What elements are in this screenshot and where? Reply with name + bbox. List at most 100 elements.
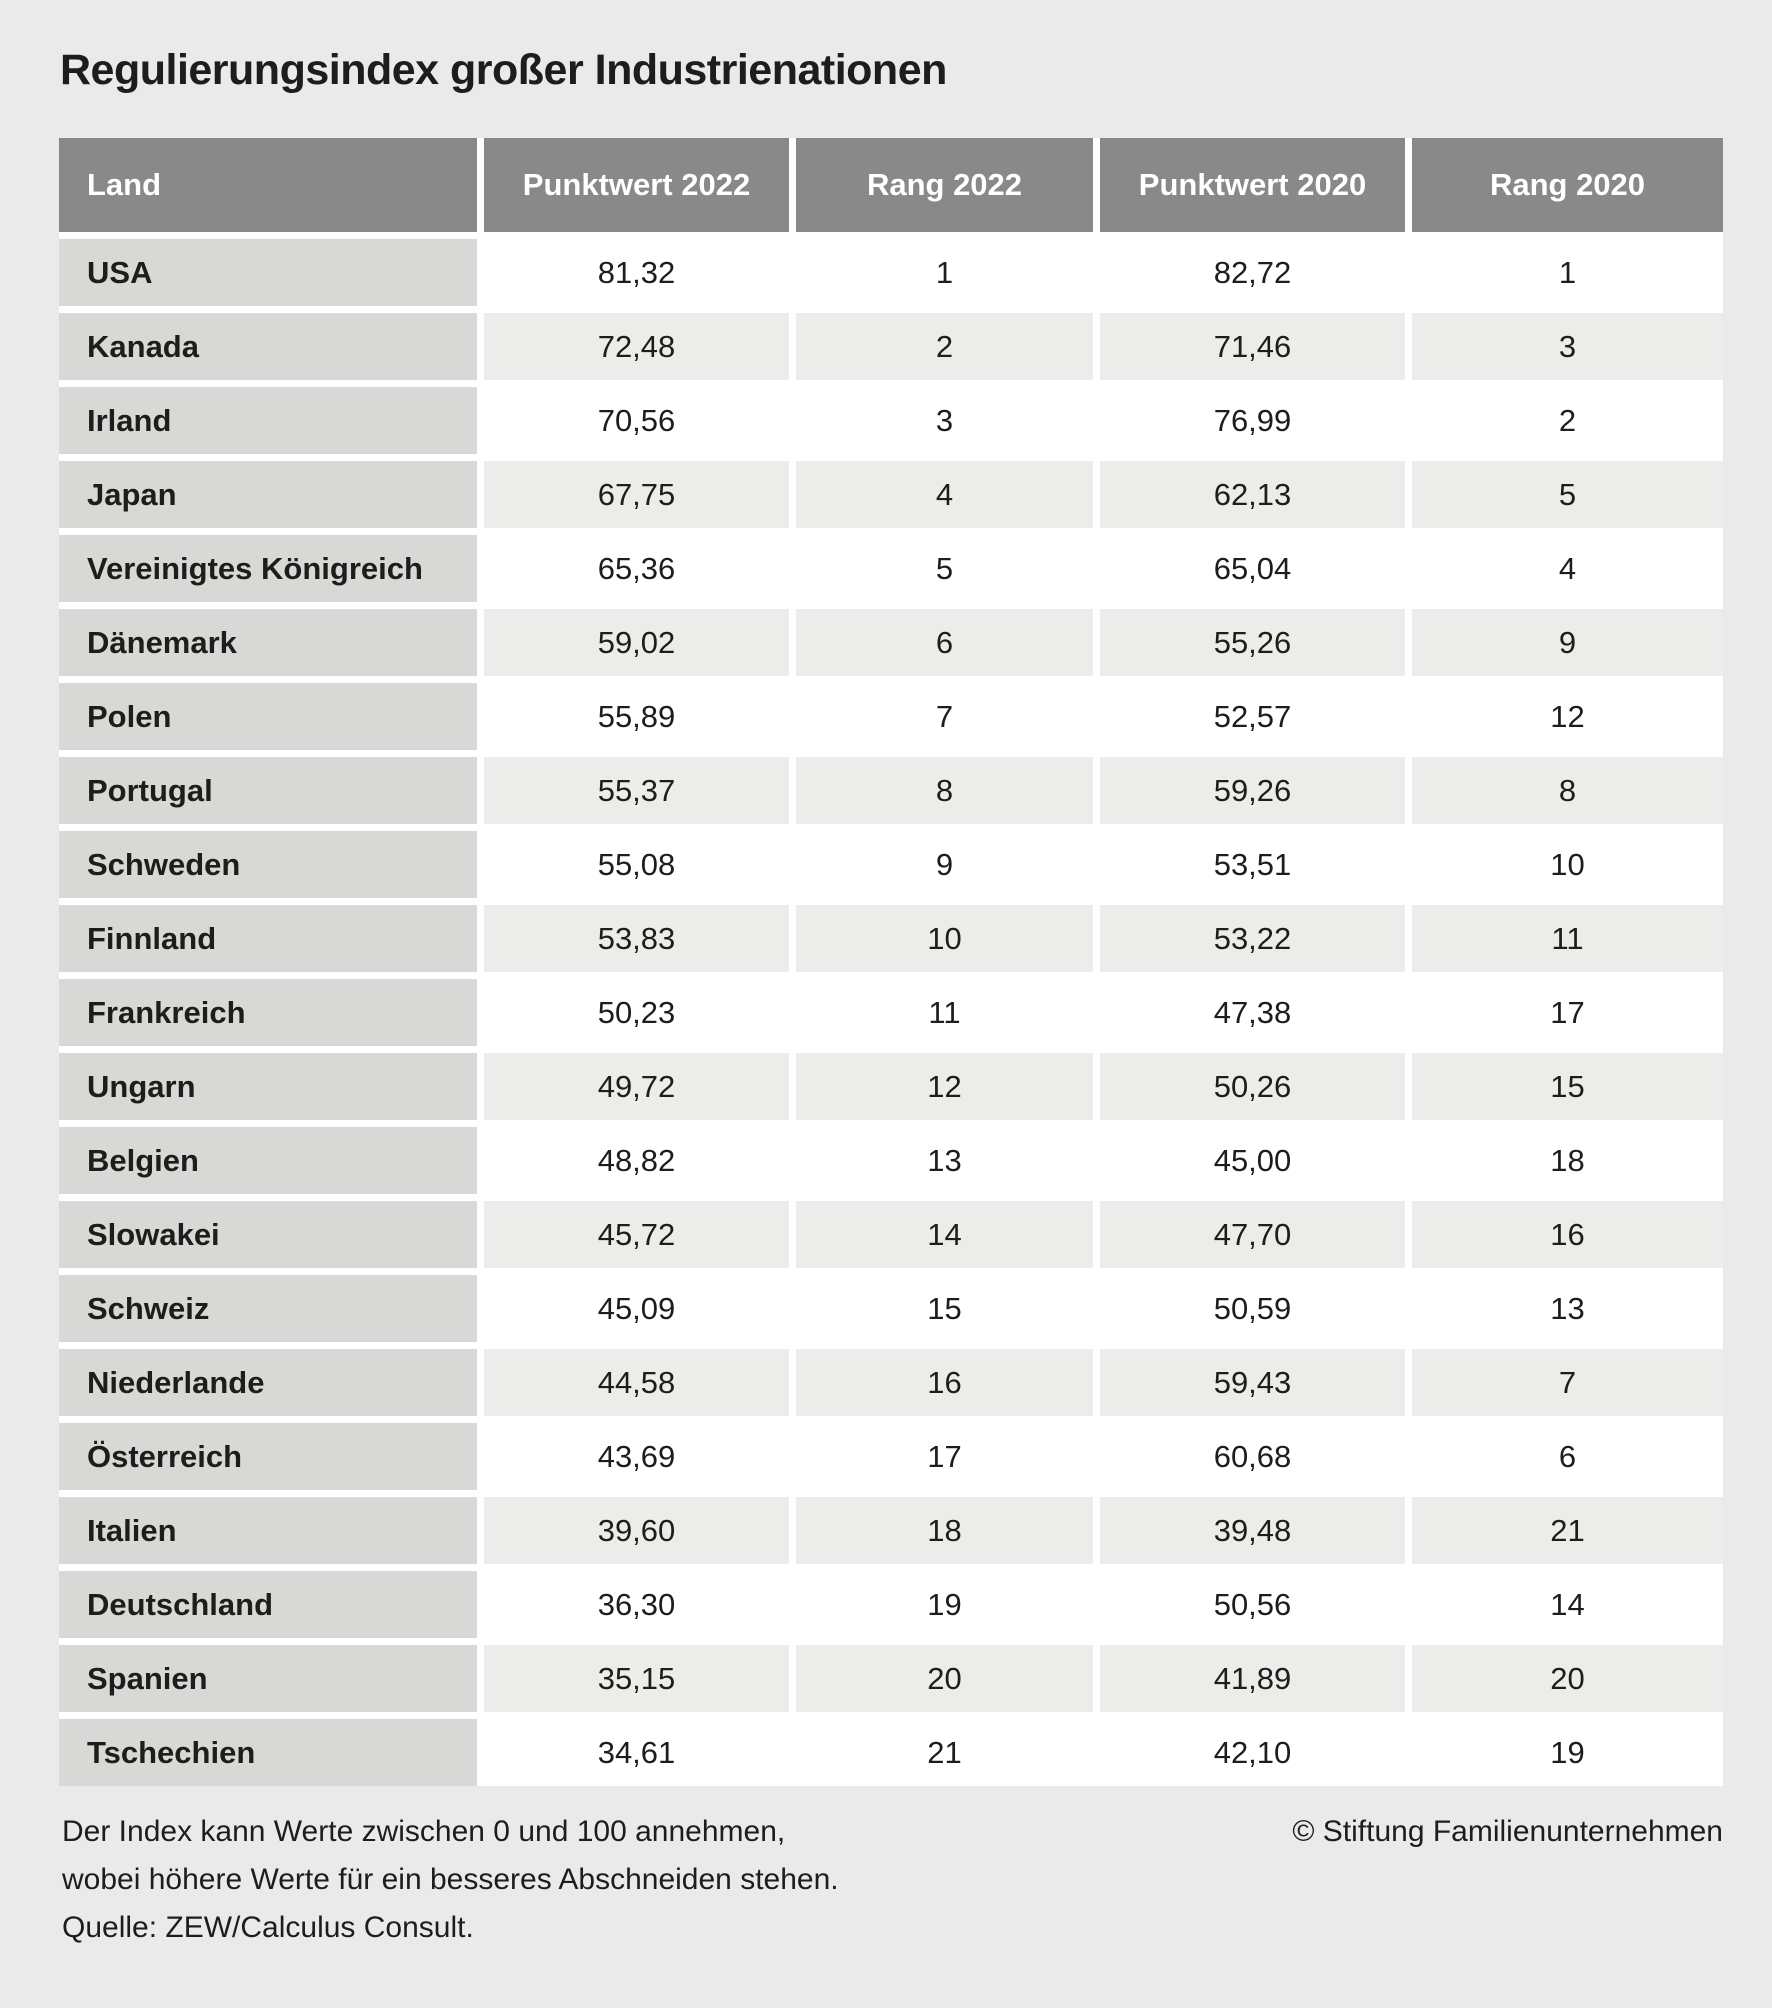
punktwert-2022-cell: 50,23 bbox=[484, 979, 796, 1053]
rang-2022-cell: 4 bbox=[796, 461, 1100, 535]
country-cell: Niederlande bbox=[59, 1349, 484, 1423]
table-row: Japan 67,75 4 62,13 5 bbox=[59, 461, 1723, 535]
rang-2020-cell: 17 bbox=[1412, 979, 1723, 1053]
rang-2020-cell: 21 bbox=[1412, 1497, 1723, 1571]
rang-2020-cell: 13 bbox=[1412, 1275, 1723, 1349]
rang-2022-cell: 6 bbox=[796, 609, 1100, 683]
punktwert-2022-cell: 53,83 bbox=[484, 905, 796, 979]
rang-2022-cell: 20 bbox=[796, 1645, 1100, 1719]
rang-2020-cell: 18 bbox=[1412, 1127, 1723, 1201]
column-header-land: Land bbox=[59, 138, 484, 239]
table-row: Kanada 72,48 2 71,46 3 bbox=[59, 313, 1723, 387]
copyright: © Stiftung Familienunternehmen bbox=[1292, 1815, 1723, 1848]
punktwert-2022-cell: 48,82 bbox=[484, 1127, 796, 1201]
table-row: Niederlande 44,58 16 59,43 7 bbox=[59, 1349, 1723, 1423]
punktwert-2020-cell: 50,26 bbox=[1100, 1053, 1412, 1127]
table-row: Schweiz 45,09 15 50,59 13 bbox=[59, 1275, 1723, 1349]
footnote-source: Quelle: ZEW/Calculus Consult. bbox=[62, 1911, 474, 1944]
rang-2022-cell: 1 bbox=[796, 239, 1100, 313]
header-row: Land Punktwert 2022 Rang 2022 Punktwert … bbox=[59, 138, 1723, 239]
country-cell: Vereinigtes Königreich bbox=[59, 535, 484, 609]
rang-2022-cell: 10 bbox=[796, 905, 1100, 979]
rang-2020-cell: 16 bbox=[1412, 1201, 1723, 1275]
rang-2022-cell: 13 bbox=[796, 1127, 1100, 1201]
table-row: Portugal 55,37 8 59,26 8 bbox=[59, 757, 1723, 831]
country-cell: Deutschland bbox=[59, 1571, 484, 1645]
rang-2020-cell: 9 bbox=[1412, 609, 1723, 683]
country-cell: Tschechien bbox=[59, 1719, 484, 1786]
punktwert-2022-cell: 55,08 bbox=[484, 831, 796, 905]
punktwert-2020-cell: 59,26 bbox=[1100, 757, 1412, 831]
punktwert-2020-cell: 62,13 bbox=[1100, 461, 1412, 535]
country-cell: Ungarn bbox=[59, 1053, 484, 1127]
punktwert-2022-cell: 36,30 bbox=[484, 1571, 796, 1645]
rang-2022-cell: 9 bbox=[796, 831, 1100, 905]
punktwert-2020-cell: 65,04 bbox=[1100, 535, 1412, 609]
rang-2022-cell: 11 bbox=[796, 979, 1100, 1053]
punktwert-2022-cell: 44,58 bbox=[484, 1349, 796, 1423]
table-row: Finnland 53,83 10 53,22 11 bbox=[59, 905, 1723, 979]
regulation-index-table: Land Punktwert 2022 Rang 2022 Punktwert … bbox=[59, 138, 1723, 1786]
table-row: Frankreich 50,23 11 47,38 17 bbox=[59, 979, 1723, 1053]
punktwert-2022-cell: 59,02 bbox=[484, 609, 796, 683]
punktwert-2020-cell: 71,46 bbox=[1100, 313, 1412, 387]
country-cell: Schweden bbox=[59, 831, 484, 905]
rang-2020-cell: 11 bbox=[1412, 905, 1723, 979]
punktwert-2022-cell: 39,60 bbox=[484, 1497, 796, 1571]
punktwert-2020-cell: 53,22 bbox=[1100, 905, 1412, 979]
rang-2020-cell: 10 bbox=[1412, 831, 1723, 905]
rang-2020-cell: 15 bbox=[1412, 1053, 1723, 1127]
rang-2022-cell: 12 bbox=[796, 1053, 1100, 1127]
country-cell: Polen bbox=[59, 683, 484, 757]
table-row: Slowakei 45,72 14 47,70 16 bbox=[59, 1201, 1723, 1275]
country-cell: Japan bbox=[59, 461, 484, 535]
rang-2020-cell: 4 bbox=[1412, 535, 1723, 609]
country-cell: Österreich bbox=[59, 1423, 484, 1497]
rang-2022-cell: 18 bbox=[796, 1497, 1100, 1571]
punktwert-2022-cell: 43,69 bbox=[484, 1423, 796, 1497]
punktwert-2020-cell: 53,51 bbox=[1100, 831, 1412, 905]
rang-2022-cell: 8 bbox=[796, 757, 1100, 831]
rang-2020-cell: 7 bbox=[1412, 1349, 1723, 1423]
punktwert-2020-cell: 41,89 bbox=[1100, 1645, 1412, 1719]
rang-2022-cell: 3 bbox=[796, 387, 1100, 461]
punktwert-2022-cell: 81,32 bbox=[484, 239, 796, 313]
rang-2022-cell: 5 bbox=[796, 535, 1100, 609]
punktwert-2022-cell: 45,72 bbox=[484, 1201, 796, 1275]
country-cell: USA bbox=[59, 239, 484, 313]
rang-2022-cell: 15 bbox=[796, 1275, 1100, 1349]
rang-2022-cell: 17 bbox=[796, 1423, 1100, 1497]
punktwert-2020-cell: 60,68 bbox=[1100, 1423, 1412, 1497]
footnote-line-2: wobei höhere Werte für ein besseres Absc… bbox=[62, 1863, 839, 1896]
punktwert-2020-cell: 76,99 bbox=[1100, 387, 1412, 461]
punktwert-2022-cell: 35,15 bbox=[484, 1645, 796, 1719]
punktwert-2020-cell: 47,70 bbox=[1100, 1201, 1412, 1275]
table-row: Belgien 48,82 13 45,00 18 bbox=[59, 1127, 1723, 1201]
punktwert-2020-cell: 82,72 bbox=[1100, 239, 1412, 313]
table-row: Dänemark 59,02 6 55,26 9 bbox=[59, 609, 1723, 683]
table-row: Italien 39,60 18 39,48 21 bbox=[59, 1497, 1723, 1571]
rang-2022-cell: 2 bbox=[796, 313, 1100, 387]
country-cell: Frankreich bbox=[59, 979, 484, 1053]
rang-2020-cell: 12 bbox=[1412, 683, 1723, 757]
column-header-punktwert-2020: Punktwert 2020 bbox=[1100, 138, 1412, 239]
rang-2022-cell: 19 bbox=[796, 1571, 1100, 1645]
table-row: USA 81,32 1 82,72 1 bbox=[59, 239, 1723, 313]
rang-2020-cell: 1 bbox=[1412, 239, 1723, 313]
country-cell: Kanada bbox=[59, 313, 484, 387]
punktwert-2020-cell: 47,38 bbox=[1100, 979, 1412, 1053]
rang-2020-cell: 19 bbox=[1412, 1719, 1723, 1786]
table-row: Polen 55,89 7 52,57 12 bbox=[59, 683, 1723, 757]
column-header-punktwert-2022: Punktwert 2022 bbox=[484, 138, 796, 239]
punktwert-2022-cell: 70,56 bbox=[484, 387, 796, 461]
punktwert-2022-cell: 72,48 bbox=[484, 313, 796, 387]
punktwert-2020-cell: 45,00 bbox=[1100, 1127, 1412, 1201]
country-cell: Spanien bbox=[59, 1645, 484, 1719]
country-cell: Belgien bbox=[59, 1127, 484, 1201]
column-header-rang-2020: Rang 2020 bbox=[1412, 138, 1723, 239]
footnote: Der Index kann Werte zwischen 0 und 100 … bbox=[62, 1808, 839, 1952]
country-cell: Irland bbox=[59, 387, 484, 461]
punktwert-2020-cell: 50,56 bbox=[1100, 1571, 1412, 1645]
country-cell: Slowakei bbox=[59, 1201, 484, 1275]
country-cell: Italien bbox=[59, 1497, 484, 1571]
